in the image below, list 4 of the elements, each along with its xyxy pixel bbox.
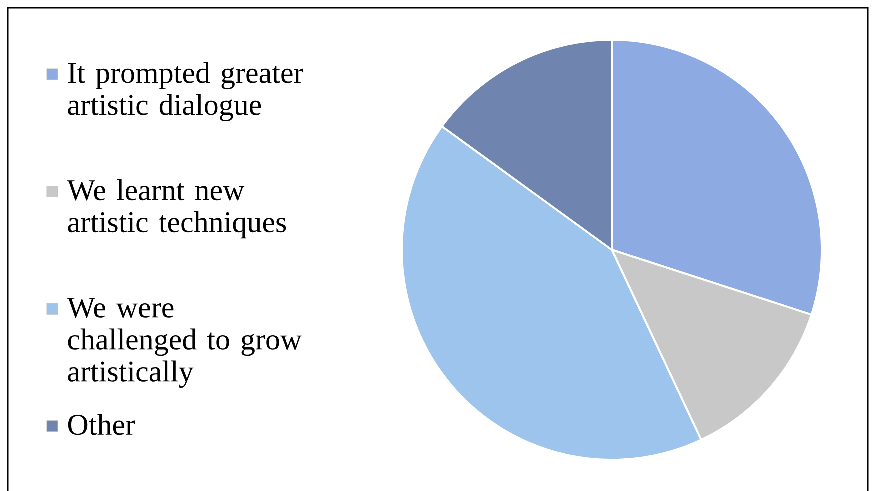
legend-label: It prompted greater artistic dialogue bbox=[68, 62, 304, 122]
legend-label: Other bbox=[68, 414, 136, 436]
legend-label: We were challenged to grow artistically bbox=[67, 298, 302, 388]
legend-label: We learnt new artistic techniques bbox=[67, 179, 286, 239]
